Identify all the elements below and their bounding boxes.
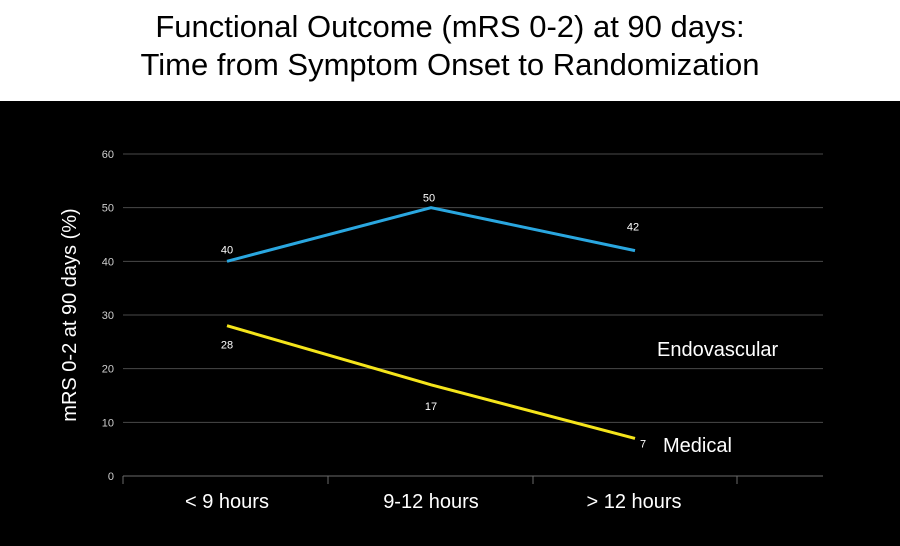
y-axis-title: mRS 0-2 at 90 days (%) xyxy=(59,208,81,421)
data-label-medical-2: 7 xyxy=(640,438,646,450)
y-tick-label-20: 20 xyxy=(102,364,114,376)
data-labels: 40 50 42 Endovascular 28 17 7 Medical xyxy=(221,193,779,457)
data-label-medical-0: 28 xyxy=(221,340,233,352)
plot-area: 0 10 20 30 40 50 60 < 9 hours 9-12 hours > 12 hou… xyxy=(0,101,900,546)
series-line-medical xyxy=(226,324,636,440)
series-line-endovascular xyxy=(226,206,636,263)
chart-title-line-1: Functional Outcome (mRS 0-2) at 90 days: xyxy=(155,9,745,44)
y-tick-label-60: 60 xyxy=(102,149,114,161)
data-label-endovascular-1: 50 xyxy=(423,193,435,205)
x-tick-label-1: 9-12 hours xyxy=(383,491,479,513)
y-tick-label-0: 0 xyxy=(108,471,114,483)
y-tick-label-30: 30 xyxy=(102,310,114,322)
x-tick-label-2: > 12 hours xyxy=(586,491,681,513)
data-label-endovascular-0: 40 xyxy=(221,244,233,256)
axes: 0 10 20 30 40 50 60 < 9 hours 9-12 hours > 12 hou… xyxy=(59,149,823,513)
data-label-medical-1: 17 xyxy=(425,401,437,413)
data-label-endovascular-2: 42 xyxy=(627,222,639,234)
series-label-endovascular: Endovascular xyxy=(657,339,779,361)
chart-title-line-2: Time from Symptom Onset to Randomization xyxy=(140,47,760,82)
chart-title: Functional Outcome (mRS 0-2) at 90 days:… xyxy=(0,0,900,100)
y-tick-label-10: 10 xyxy=(102,417,114,429)
y-tick-label-50: 50 xyxy=(102,203,114,215)
series-label-medical: Medical xyxy=(663,435,732,457)
x-tick-label-0: < 9 hours xyxy=(185,491,269,513)
gridlines xyxy=(123,153,823,423)
series-lines xyxy=(226,206,636,440)
line-chart: 0 10 20 30 40 50 60 < 9 hours 9-12 hours > 12 hou… xyxy=(59,149,823,513)
y-tick-label-40: 40 xyxy=(102,256,114,268)
